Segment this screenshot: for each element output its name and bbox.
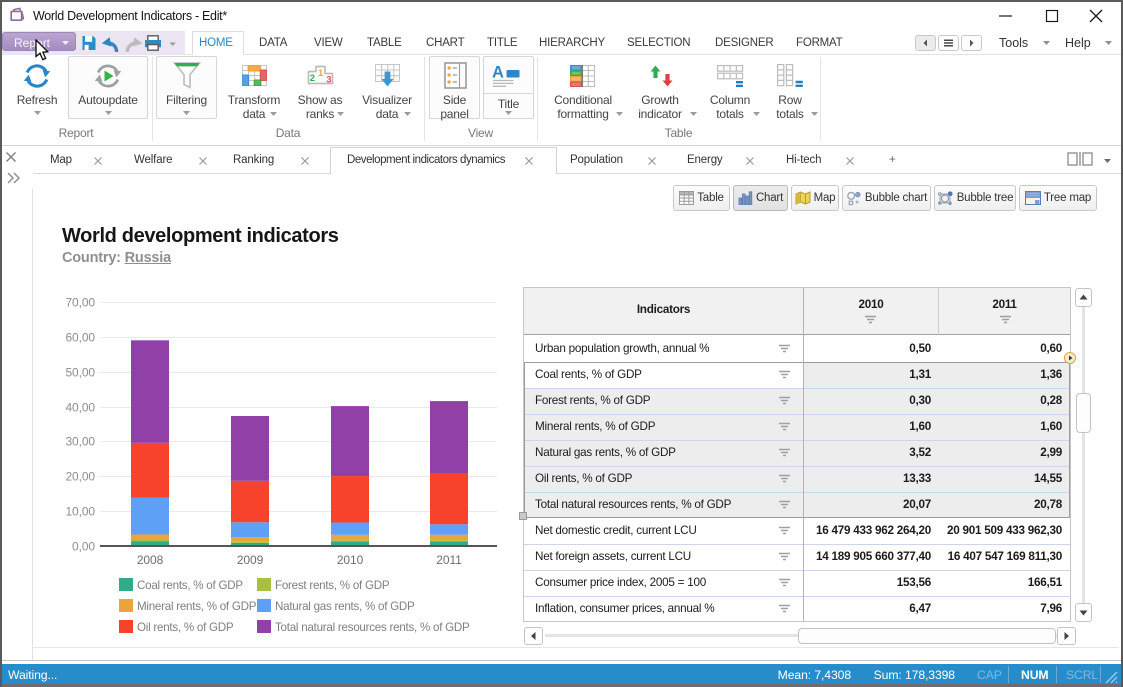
svg-text:2009: 2009 (237, 553, 264, 567)
svg-text:Natural gas rents, % of GDP: Natural gas rents, % of GDP (275, 600, 415, 613)
svg-text:Oil rents, % of GDP: Oil rents, % of GDP (137, 621, 234, 634)
svg-text:Coal rents, % of GDP: Coal rents, % of GDP (137, 579, 243, 592)
svg-text:20,00: 20,00 (65, 470, 95, 484)
svg-text:2008: 2008 (137, 553, 164, 567)
svg-text:2011: 2011 (436, 553, 462, 567)
svg-text:10,00: 10,00 (65, 505, 95, 519)
svg-text:2010: 2010 (337, 553, 364, 567)
svg-text:70,00: 70,00 (65, 296, 95, 310)
svg-text:3: 3 (326, 75, 331, 86)
svg-text:40,00: 40,00 (65, 401, 95, 415)
svg-text:Total natural resources rents,: Total natural resources rents, % of GDP (275, 621, 470, 634)
svg-text:0,00: 0,00 (72, 540, 95, 554)
svg-text:50,00: 50,00 (65, 366, 95, 380)
svg-text:2: 2 (310, 73, 315, 84)
svg-text:30,00: 30,00 (65, 435, 95, 449)
svg-text:Forest rents, % of GDP: Forest rents, % of GDP (275, 579, 390, 592)
svg-text:1: 1 (318, 68, 324, 79)
svg-text:60,00: 60,00 (65, 331, 95, 345)
svg-text:A: A (492, 64, 504, 82)
svg-text:Mineral rents, % of GDP: Mineral rents, % of GDP (137, 600, 257, 613)
